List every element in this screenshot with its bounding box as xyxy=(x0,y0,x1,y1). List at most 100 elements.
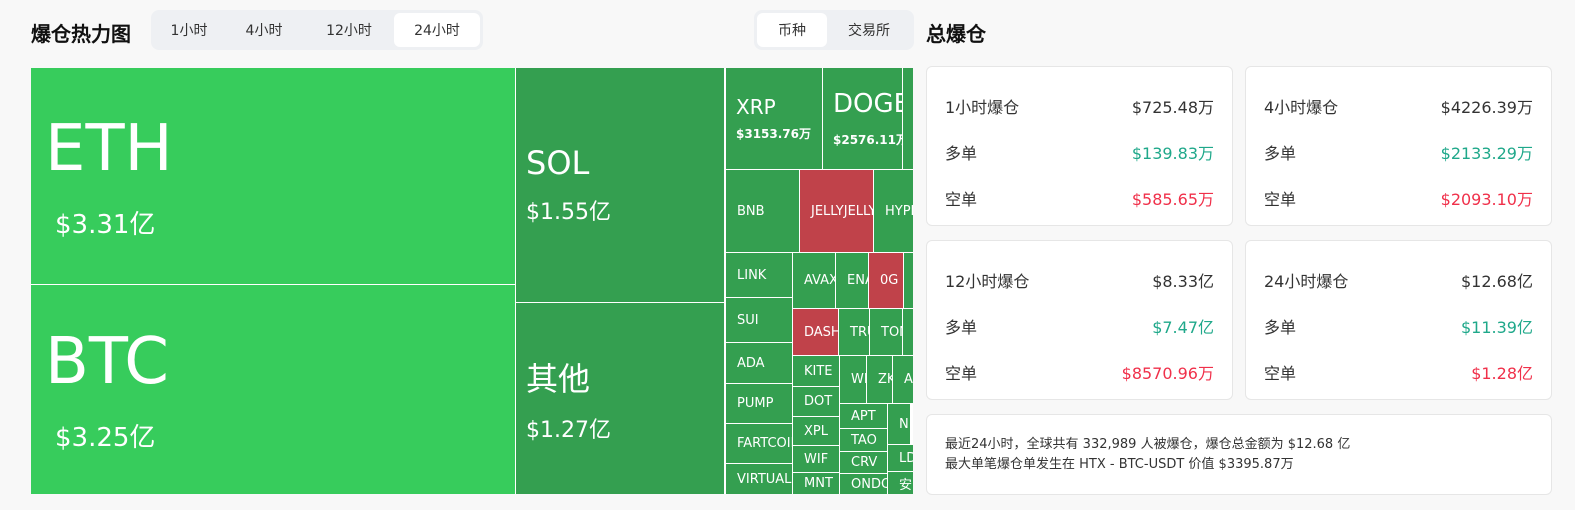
short-value: $585.65万 xyxy=(1131,190,1214,209)
long-value: $2133.29万 xyxy=(1440,144,1533,163)
treemap-cell-minor[interactable] xyxy=(904,253,913,308)
tab-1h[interactable]: 1小时 xyxy=(170,23,208,39)
treemap-cell-ENA[interactable]: ENA xyxy=(836,253,868,308)
treemap-cell-TRUMP[interactable]: TRUMP xyxy=(839,309,869,355)
total-row: 12小时爆仓 $8.33亿 xyxy=(945,268,1214,292)
liquidation-treemap: ETH $3.31亿 BTC $3.25亿 SOL $1.55亿 其他 $1.27亿 XRP $3… xyxy=(31,68,913,494)
short-label: 空单 xyxy=(1264,190,1297,209)
total-row: 1小时爆仓 $725.48万 xyxy=(945,94,1214,118)
treemap-cell-XRP[interactable]: XRP $3153.76万 xyxy=(726,68,822,169)
cell-symbol: SUI xyxy=(737,312,759,328)
treemap-cell-TAO[interactable]: TAO xyxy=(840,429,887,451)
short-row: 空单 $8570.96万 xyxy=(945,360,1214,384)
period-label: 1小时爆仓 xyxy=(945,98,1020,117)
long-value: $139.83万 xyxy=(1131,144,1214,163)
treemap-cell-SOL[interactable]: SOL $1.55亿 xyxy=(516,68,724,302)
cell-symbol: JELLYJELLY xyxy=(811,203,873,219)
cell-symbol: BTC xyxy=(45,325,169,399)
long-row: 多单 $11.39亿 xyxy=(1264,314,1533,338)
treemap-cell-KITE[interactable]: KITE xyxy=(793,356,839,386)
cell-symbol: PUMP xyxy=(737,396,774,411)
cell-symbol: APT xyxy=(851,408,876,424)
cell-symbol: KITE xyxy=(804,363,833,379)
time-range-selector: 1小时 4小时 12小时 24小时 xyxy=(151,10,483,50)
period-label: 24小时爆仓 xyxy=(1264,272,1349,291)
cell-symbol: XPL xyxy=(804,423,828,439)
treemap-cell-minor[interactable] xyxy=(903,309,913,355)
treemap-cell-LINK[interactable]: LINK xyxy=(726,253,792,297)
cell-symbol: TRUMP xyxy=(850,324,869,340)
total-row: 24小时爆仓 $12.68亿 xyxy=(1264,268,1533,292)
cell-symbol: DOT xyxy=(804,394,833,409)
cell-value: $3.25亿 xyxy=(55,423,156,453)
cell-symbol: FARTCOIN xyxy=(737,436,792,451)
long-label: 多单 xyxy=(945,318,978,337)
cell-symbol: ONDO xyxy=(851,476,887,492)
cell-symbol: BNB xyxy=(737,203,765,219)
treemap-cell-ONDO[interactable]: ONDO xyxy=(840,474,887,494)
cell-symbol: SOL xyxy=(526,144,590,182)
stat-card: 4小时爆仓 $4226.39万 多单 $2133.29万 空单 $2093.10万 xyxy=(1245,66,1552,226)
treemap-cell-CRV[interactable]: CRV xyxy=(840,452,887,473)
treemap-cell-ZK[interactable]: ZK xyxy=(867,356,892,403)
treemap-cell-N[interactable]: N xyxy=(888,404,910,444)
treemap-cell-DASH[interactable]: DASH xyxy=(793,309,838,355)
treemap-cell-XPL[interactable]: XPL xyxy=(793,417,839,445)
total-value: $725.48万 xyxy=(1131,98,1214,117)
treemap-cell-minor[interactable] xyxy=(903,68,913,169)
treemap-cell-WLD[interactable]: WLD xyxy=(840,356,866,403)
treemap-cell-LDO[interactable]: LDO xyxy=(888,445,913,471)
treemap-cell-DOGE[interactable]: DOGE $2576.11万 xyxy=(823,68,902,169)
grouping-selector: 币种 交易所 xyxy=(754,10,914,50)
treemap-cell-JELLYJELLY[interactable]: JELLYJELLY xyxy=(800,170,873,252)
cell-value: $3153.76万 xyxy=(736,127,812,141)
cell-symbol: ADA xyxy=(737,355,765,371)
treemap-cell-FARTCOIN[interactable]: FARTCOIN xyxy=(726,424,792,463)
treemap-cell-AVAX[interactable]: AVAX xyxy=(793,253,835,308)
cell-symbol: TAO xyxy=(851,432,877,448)
treemap-cell-PUMP[interactable]: PUMP xyxy=(726,384,792,423)
treemap-cell-ADA[interactable]: ADA xyxy=(726,343,792,383)
treemap-cell-BNB[interactable]: BNB xyxy=(726,170,799,252)
short-value: $1.28亿 xyxy=(1471,364,1533,383)
cell-symbol: WIF xyxy=(804,451,829,467)
totals-title: 总爆仓 xyxy=(926,22,986,46)
cell-symbol: LINK xyxy=(737,267,767,283)
treemap-cell-WIF[interactable]: WIF xyxy=(793,446,839,472)
tab-24h[interactable]: 24小时 xyxy=(394,13,480,47)
cell-symbol: XRP xyxy=(736,95,776,119)
cell-value: $3.31亿 xyxy=(55,209,156,240)
long-label: 多单 xyxy=(945,144,978,163)
cell-symbol: HYPE xyxy=(885,203,913,219)
long-label: 多单 xyxy=(1264,318,1297,337)
treemap-cell-HYPE[interactable]: HYPE xyxy=(874,170,913,252)
tab-12h[interactable]: 12小时 xyxy=(326,23,372,39)
short-label: 空单 xyxy=(945,190,978,209)
treemap-cell-ETH[interactable]: ETH $3.31亿 xyxy=(31,68,515,284)
short-label: 空单 xyxy=(945,364,978,383)
tab-exchange[interactable]: 交易所 xyxy=(848,23,890,39)
cell-symbol: ETH xyxy=(45,111,173,186)
cell-symbol: VIRTUAL xyxy=(737,471,792,487)
treemap-cell-其他[interactable]: 其他 $1.27亿 xyxy=(516,303,724,494)
cell-symbol: TON xyxy=(881,324,902,340)
treemap-cell-SUI[interactable]: SUI xyxy=(726,298,792,342)
treemap-cell-VIRTUAL[interactable]: VIRTUAL xyxy=(726,464,792,494)
treemap-cell-APT[interactable]: APT xyxy=(840,404,887,428)
tab-4h[interactable]: 4小时 xyxy=(245,23,283,39)
treemap-cell-BTC[interactable]: BTC $3.25亿 xyxy=(31,285,515,494)
cell-symbol: 0G xyxy=(880,273,899,288)
tab-coin[interactable]: 币种 xyxy=(757,13,827,47)
treemap-cell-MNT[interactable]: MNT xyxy=(793,473,839,494)
cell-symbol: DASH xyxy=(804,324,838,340)
treemap-cell-安[interactable]: 安 xyxy=(888,472,913,494)
treemap-cell-0G[interactable]: 0G xyxy=(869,253,903,308)
treemap-cell-TON[interactable]: TON xyxy=(870,309,902,355)
treemap-cell-DOT[interactable]: DOT xyxy=(793,387,839,416)
cell-symbol: MNT xyxy=(804,476,833,491)
short-value: $8570.96万 xyxy=(1121,364,1214,383)
treemap-cell-A[interactable]: A xyxy=(893,356,913,403)
cell-value: $1.27亿 xyxy=(526,417,611,443)
period-label: 4小时爆仓 xyxy=(1264,98,1339,117)
cell-symbol: A xyxy=(904,372,913,387)
